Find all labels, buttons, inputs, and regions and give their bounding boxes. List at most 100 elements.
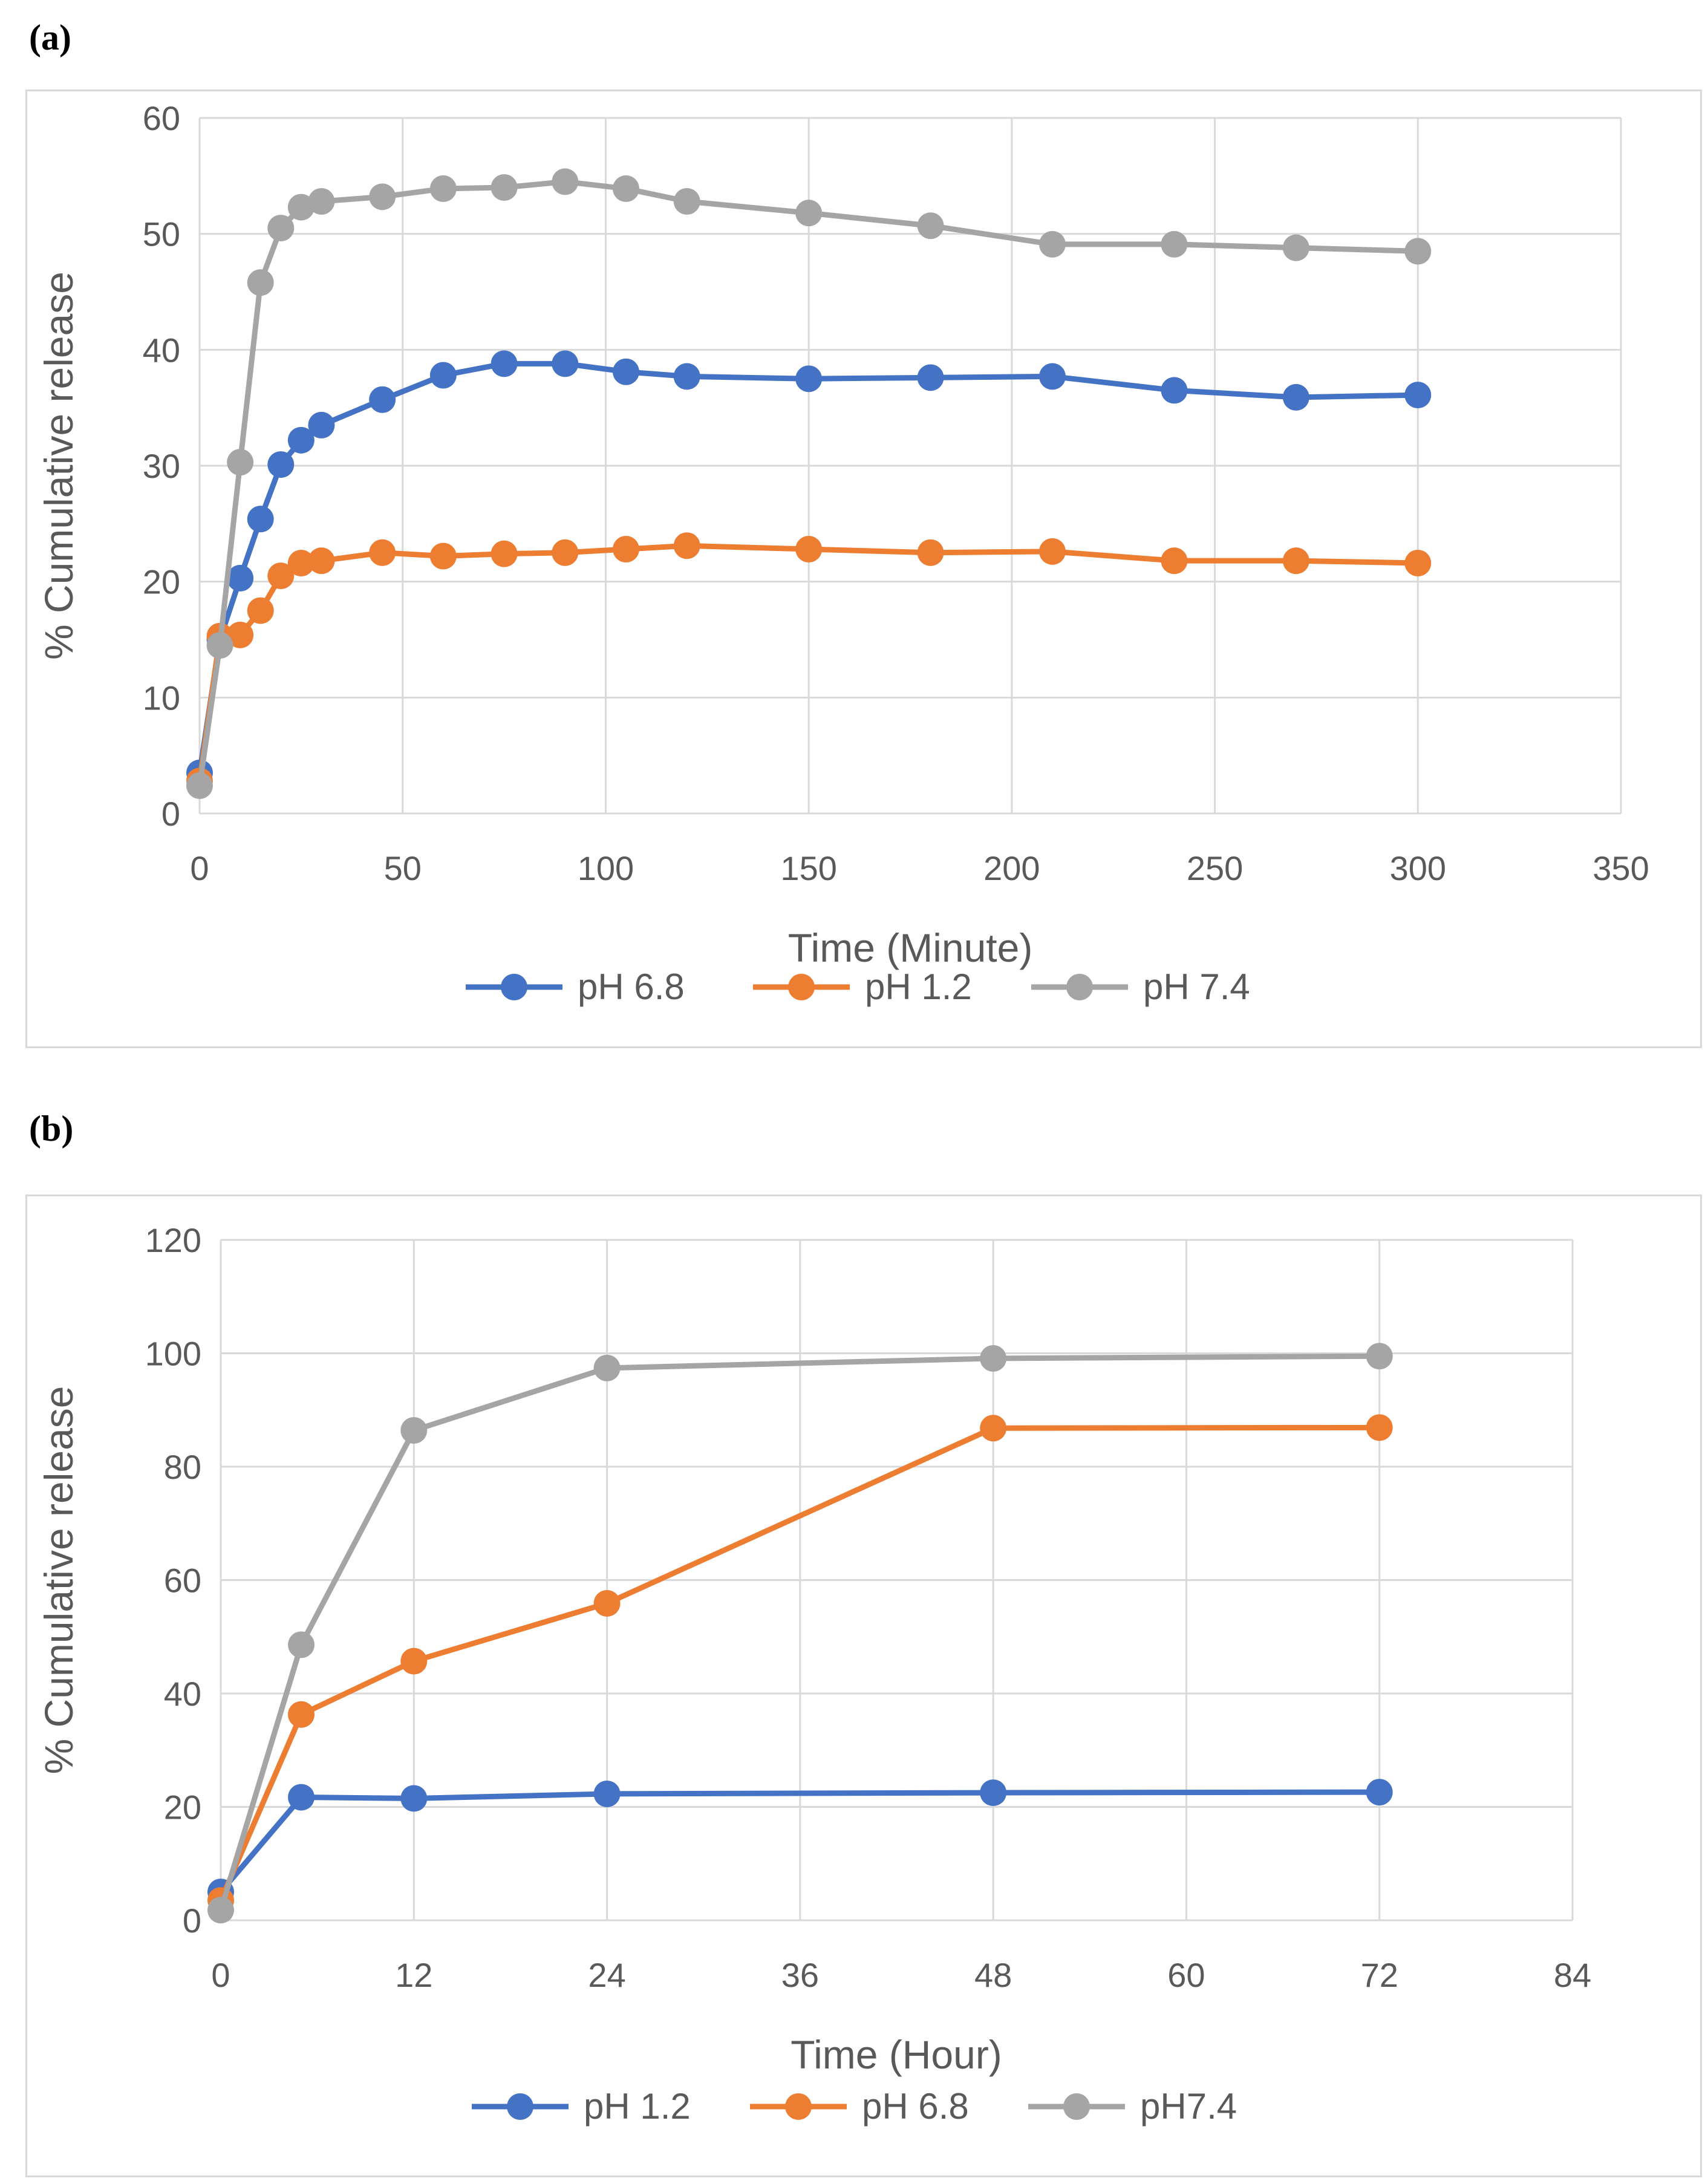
- data-point: [1366, 1343, 1393, 1370]
- y-tick-label: 20: [164, 1788, 201, 1827]
- data-point: [1404, 238, 1432, 265]
- legend-label: pH 1.2: [584, 2086, 691, 2127]
- x-tick-label: 72: [1361, 1956, 1398, 1994]
- data-point: [288, 1631, 315, 1658]
- y-tick-label: 0: [183, 1902, 201, 1940]
- data-point: [1404, 550, 1432, 576]
- chart-frame-b: [25, 1195, 1702, 2177]
- series-line: [218, 1789, 1380, 1894]
- legend-swatch-marker: [501, 974, 527, 1000]
- y-tick-label: 10: [143, 679, 180, 717]
- y-tick-label: 60: [164, 1562, 201, 1600]
- data-point: [288, 1701, 315, 1728]
- data-point: [593, 1780, 621, 1807]
- data-point: [207, 1897, 234, 1924]
- legend-label: pH 1.2: [865, 967, 972, 1007]
- panel-label-a: (a): [29, 18, 71, 57]
- data-point: [267, 451, 295, 478]
- release-chart-minutes: 0 10 20 30 40 50 60 0 50 100 150 200 250 300 350 Time (…: [36, 99, 1649, 1007]
- data-point: [917, 212, 944, 240]
- y-tick-label: 60: [143, 99, 180, 137]
- panel-label-b: (b): [29, 1109, 74, 1149]
- x-tick-label: 84: [1554, 1956, 1591, 1994]
- data-point: [308, 411, 335, 438]
- series-line: [218, 1353, 1380, 1911]
- x-tick-label: 60: [1167, 1956, 1205, 1994]
- x-axis-title: Time (Minute): [788, 925, 1033, 970]
- data-point: [247, 506, 274, 533]
- data-point: [673, 363, 700, 390]
- data-point: [186, 772, 213, 799]
- data-point: [369, 183, 396, 210]
- x-tick-label: 24: [588, 1956, 625, 1994]
- data-point: [247, 269, 274, 296]
- data-point: [593, 1589, 621, 1617]
- legend-swatch-marker: [788, 974, 815, 1000]
- data-point: [980, 1345, 1007, 1372]
- data-point: [429, 362, 457, 389]
- legend-swatch-marker: [1066, 974, 1093, 1000]
- data-point: [795, 536, 823, 562]
- data-point: [491, 350, 518, 377]
- y-axis-title: % Cumulative release: [36, 1386, 81, 1775]
- data-point: [247, 597, 274, 624]
- data-point: [613, 358, 639, 385]
- data-point: [552, 350, 579, 377]
- data-point: [795, 200, 823, 227]
- data-point: [552, 168, 579, 195]
- x-tick-label: 0: [190, 849, 209, 887]
- data-point: [552, 539, 579, 566]
- data-point: [980, 1779, 1007, 1807]
- legend-label: pH 6.8: [862, 2086, 969, 2127]
- x-tick-label: 150: [780, 849, 836, 887]
- data-point: [1366, 1414, 1393, 1441]
- y-tick-label: 120: [145, 1221, 201, 1259]
- legend-swatch-marker: [785, 2093, 812, 2120]
- x-tick-label: 48: [974, 1956, 1012, 1994]
- y-tick-label: 100: [145, 1335, 201, 1373]
- data-point: [227, 449, 254, 476]
- data-point: [227, 621, 254, 648]
- data-point: [1161, 377, 1188, 404]
- data-point: [1282, 234, 1309, 261]
- legend-label: pH 6.8: [578, 967, 685, 1007]
- data-point: [1039, 230, 1066, 258]
- data-point: [491, 540, 518, 567]
- data-point: [369, 539, 396, 566]
- data-point: [369, 386, 396, 413]
- x-tick-label: 250: [1187, 849, 1243, 887]
- data-point: [673, 188, 700, 215]
- y-axis-title: % Cumulative release: [36, 272, 81, 660]
- data-point: [287, 194, 315, 221]
- y-tick-label: 40: [164, 1675, 201, 1713]
- data-point: [429, 543, 457, 570]
- data-point: [288, 1784, 315, 1811]
- data-point: [227, 564, 254, 592]
- x-tick-label: 350: [1593, 849, 1649, 887]
- legend-swatch-marker: [507, 2093, 533, 2120]
- x-tick-label: 100: [578, 849, 634, 887]
- x-tick-label: 300: [1390, 849, 1446, 887]
- x-tick-label: 0: [211, 1956, 230, 1994]
- data-point: [795, 365, 823, 393]
- data-point: [613, 175, 639, 202]
- data-point: [491, 174, 518, 201]
- series-line: [218, 1424, 1380, 1902]
- data-point: [1404, 382, 1432, 409]
- data-point: [308, 547, 335, 575]
- data-point: [206, 632, 233, 659]
- data-point: [1282, 547, 1309, 575]
- y-tick-label: 40: [143, 331, 180, 369]
- data-point: [267, 562, 295, 590]
- x-tick-label: 200: [983, 849, 1040, 887]
- data-point: [400, 1648, 428, 1675]
- y-tick-label: 80: [164, 1448, 201, 1486]
- data-point: [400, 1417, 428, 1444]
- data-point: [593, 1354, 621, 1381]
- legend-swatch-marker: [1063, 2093, 1090, 2120]
- data-point: [917, 364, 944, 391]
- data-point: [613, 536, 639, 562]
- data-point: [673, 532, 700, 559]
- data-point: [1161, 230, 1188, 258]
